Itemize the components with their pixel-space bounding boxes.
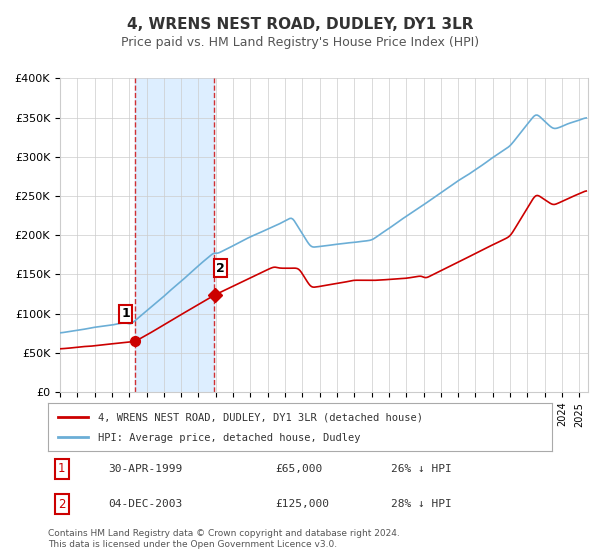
Text: £125,000: £125,000 — [275, 499, 329, 509]
Bar — [135, 78, 214, 392]
Text: 30-APR-1999: 30-APR-1999 — [109, 464, 183, 474]
Text: 1: 1 — [121, 307, 130, 320]
Text: £65,000: £65,000 — [275, 464, 322, 474]
Text: 1: 1 — [58, 463, 65, 475]
Text: 26% ↓ HPI: 26% ↓ HPI — [391, 464, 451, 474]
Text: HPI: Average price, detached house, Dudley: HPI: Average price, detached house, Dudl… — [98, 433, 361, 444]
Text: Contains HM Land Registry data © Crown copyright and database right 2024.
This d: Contains HM Land Registry data © Crown c… — [48, 529, 400, 549]
Text: 4, WRENS NEST ROAD, DUDLEY, DY1 3LR (detached house): 4, WRENS NEST ROAD, DUDLEY, DY1 3LR (det… — [98, 413, 424, 422]
Text: 4, WRENS NEST ROAD, DUDLEY, DY1 3LR: 4, WRENS NEST ROAD, DUDLEY, DY1 3LR — [127, 17, 473, 32]
Text: Price paid vs. HM Land Registry's House Price Index (HPI): Price paid vs. HM Land Registry's House … — [121, 36, 479, 49]
Text: 04-DEC-2003: 04-DEC-2003 — [109, 499, 183, 509]
Text: 2: 2 — [58, 497, 65, 511]
Text: 28% ↓ HPI: 28% ↓ HPI — [391, 499, 451, 509]
Text: 2: 2 — [216, 262, 225, 274]
